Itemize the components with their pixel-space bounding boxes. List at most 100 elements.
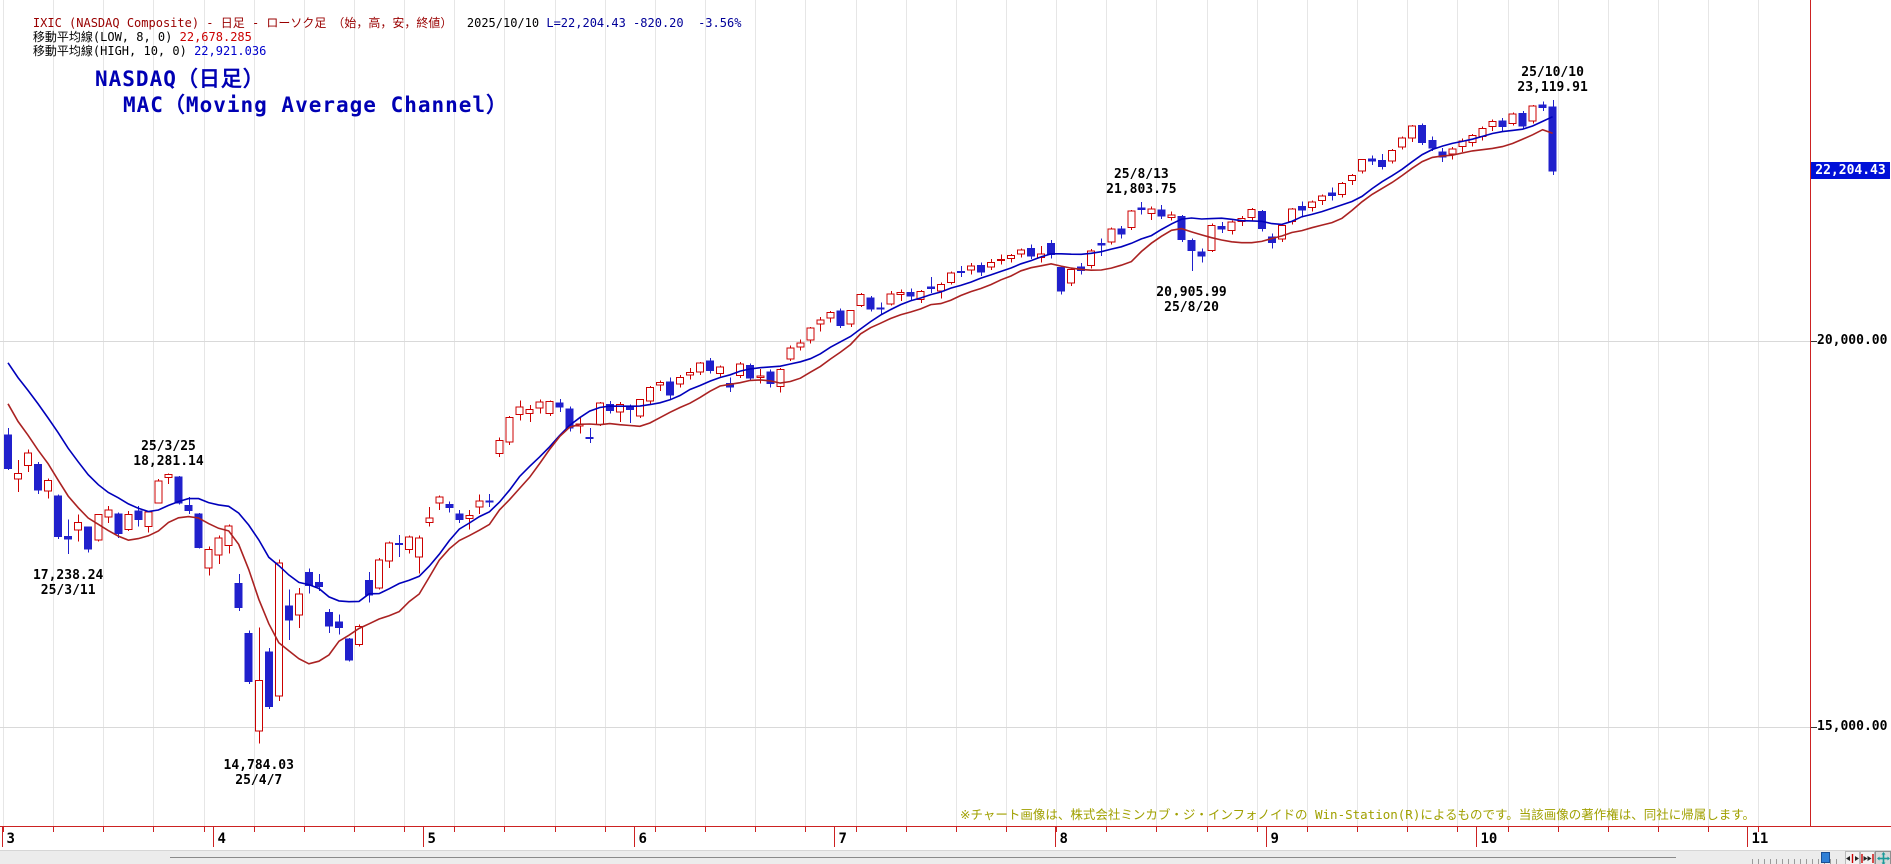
candle: [746, 365, 755, 379]
pan-mode-button[interactable]: [1875, 851, 1891, 864]
candle: [445, 504, 454, 508]
ma-low-line: [7, 128, 1553, 665]
candle: [1488, 120, 1497, 127]
candle: [194, 513, 203, 549]
visible-range-indicator: [170, 857, 1676, 858]
candle: [455, 513, 464, 520]
chart-title-line2: MAC（Moving Average Channel）: [123, 93, 509, 117]
candle: [435, 496, 444, 504]
candle: [1127, 210, 1136, 229]
candle: [1057, 267, 1066, 292]
candle: [946, 272, 955, 283]
candle: [1438, 151, 1447, 158]
quote-date: 2025/10/10: [466, 16, 540, 30]
candle: [405, 536, 414, 550]
candle: [144, 511, 153, 527]
candle: [234, 582, 243, 608]
candle: [966, 265, 975, 271]
candle: [906, 291, 915, 297]
month-label: 10: [1481, 831, 1498, 847]
candle: [224, 525, 233, 547]
candle: [535, 401, 544, 409]
ma-high-line: [7, 115, 1553, 603]
candle: [1518, 112, 1527, 127]
candle: [1007, 254, 1015, 259]
candle: [1538, 104, 1547, 108]
candle: [956, 271, 965, 274]
candle: [1187, 240, 1196, 252]
candle: [976, 264, 985, 273]
scroll-thumb[interactable]: [1821, 852, 1830, 863]
candle: [1047, 243, 1056, 255]
candle: [74, 522, 83, 531]
chart-title: NASDAQ（日足） MAC（Moving Average Channel）: [95, 66, 508, 118]
candle: [375, 559, 384, 589]
candle: [1528, 105, 1537, 122]
month-label: 9: [1271, 831, 1279, 847]
candle: [605, 403, 614, 411]
candle: [655, 382, 664, 386]
ma-low-header: 移動平均線(LOW, 8, 0) 22,678.285: [4, 16, 252, 58]
month-label: 5: [428, 831, 436, 847]
candle: [324, 612, 333, 627]
candle: [415, 537, 424, 558]
candle: [996, 258, 1005, 262]
candle: [1227, 221, 1236, 232]
candle: [274, 562, 283, 697]
instrument-header: IXIC (NASDAQ Composite) - 日足 - ローソク足 （始，…: [4, 2, 742, 44]
ma-low-value: 22,678.285: [179, 30, 252, 44]
candle: [1107, 228, 1116, 243]
current-price-tag: 22,204.43: [1811, 162, 1890, 180]
candle: [84, 526, 93, 550]
candle: [866, 297, 875, 310]
candle: [264, 651, 273, 707]
widen-bars-icon: [1861, 853, 1874, 863]
candle: [365, 579, 374, 596]
candle: [14, 472, 23, 480]
candle: [294, 593, 303, 616]
candle: [184, 504, 193, 512]
horizontal-scrollbar[interactable]: [0, 850, 1891, 864]
candle: [786, 347, 795, 360]
candle: [545, 401, 554, 415]
candle: [1137, 207, 1146, 210]
candle: [314, 582, 323, 587]
quote-values: L=22,204.43 -820.20 -3.56%: [546, 16, 742, 30]
candle: [1398, 137, 1407, 148]
candle: [54, 495, 63, 537]
candle: [776, 368, 785, 388]
candle: [425, 517, 434, 523]
candles-layer: [4, 100, 1557, 744]
candle: [1317, 195, 1326, 201]
widen-bars-button[interactable]: [1860, 851, 1875, 864]
candle: [836, 310, 845, 326]
ma-high-header: 移動平均線(HIGH, 10, 0) 22,921.036: [4, 30, 266, 72]
candle: [505, 416, 514, 443]
candle: [1428, 139, 1437, 149]
candle: [846, 310, 855, 325]
candle: [24, 452, 33, 466]
candle: [1498, 120, 1507, 127]
narrow-bars-icon: [1846, 853, 1859, 863]
candle: [555, 402, 564, 408]
candle: [94, 513, 103, 541]
candle: [1217, 226, 1226, 230]
candle: [1197, 251, 1206, 257]
month-label: 11: [1752, 831, 1769, 847]
month-label: 3: [7, 831, 15, 847]
candle: [64, 535, 73, 540]
candle: [1388, 149, 1397, 162]
candle: [1327, 192, 1336, 196]
candle: [986, 261, 995, 268]
narrow-bars-button[interactable]: [1845, 851, 1860, 864]
candle: [1157, 209, 1166, 217]
candle: [44, 479, 53, 492]
candle: [154, 480, 163, 504]
candle: [485, 500, 494, 503]
candle: [114, 513, 123, 535]
month-label: 6: [639, 831, 647, 847]
month-label: 7: [839, 831, 847, 847]
candle: [1297, 206, 1306, 211]
pan-icon: [1876, 851, 1890, 864]
